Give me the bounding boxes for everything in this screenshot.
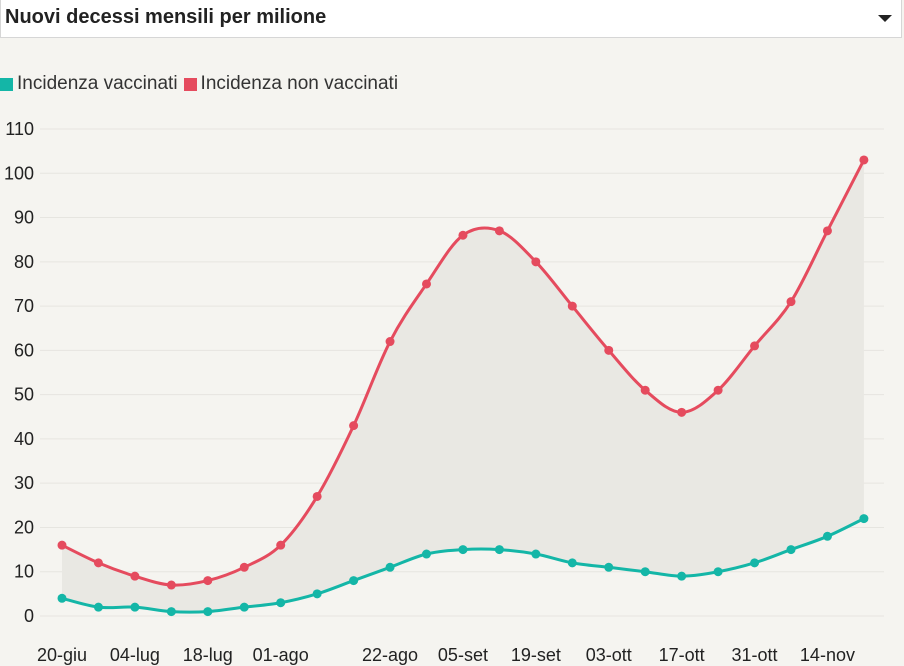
data-point-vaccinati (677, 571, 687, 581)
data-point-vaccinati (567, 558, 577, 568)
x-tick-label: 22-ago (362, 645, 418, 665)
y-tick-label: 30 (14, 473, 34, 493)
data-point-non-vaccinati (57, 540, 67, 550)
data-point-non-vaccinati (859, 155, 869, 165)
x-tick-label: 01-ago (253, 645, 309, 665)
data-point-vaccinati (713, 567, 723, 577)
data-point-non-vaccinati (349, 421, 359, 431)
data-point-vaccinati (786, 545, 796, 555)
legend-label-vaccinati: Incidenza vaccinati (17, 73, 178, 94)
legend-item-non-vaccinati[interactable]: Incidenza non vaccinati (183, 73, 399, 95)
data-point-vaccinati (531, 549, 541, 559)
data-point-vaccinati (349, 576, 359, 586)
data-point-vaccinati (239, 602, 249, 612)
x-tick-label: 17-ott (659, 645, 705, 665)
chart-header: Nuovi decessi mensili per milione (0, 0, 902, 38)
data-point-vaccinati (750, 558, 760, 568)
data-point-non-vaccinati (786, 297, 796, 307)
y-tick-label: 10 (14, 562, 34, 582)
data-point-non-vaccinati (567, 301, 577, 311)
data-point-non-vaccinati (531, 257, 541, 267)
data-point-non-vaccinati (385, 337, 395, 347)
data-point-non-vaccinati (640, 385, 650, 395)
x-tick-label: 04-lug (110, 645, 160, 665)
y-tick-label: 0 (24, 606, 34, 626)
data-point-vaccinati (312, 589, 322, 599)
y-tick-label: 110 (5, 119, 34, 139)
data-point-vaccinati (385, 562, 395, 572)
legend-item-vaccinati[interactable]: Incidenza vaccinati (0, 73, 178, 95)
data-point-vaccinati (130, 602, 140, 612)
chart-legend: Incidenza vaccinati Incidenza non vaccin… (0, 72, 404, 96)
y-tick-label: 70 (14, 296, 34, 316)
x-tick-label: 14-nov (800, 645, 855, 665)
data-point-vaccinati (166, 607, 176, 617)
chart-title: Nuovi decessi mensili per milione (5, 6, 327, 28)
x-tick-label: 05-set (438, 645, 488, 665)
data-point-vaccinati (494, 545, 504, 555)
data-point-non-vaccinati (93, 558, 103, 568)
data-point-vaccinati (57, 593, 67, 603)
data-point-vaccinati (859, 514, 869, 524)
data-point-non-vaccinati (604, 345, 614, 355)
data-point-vaccinati (276, 598, 286, 608)
data-point-vaccinati (203, 607, 213, 617)
y-tick-label: 90 (14, 208, 34, 228)
data-point-non-vaccinati (203, 576, 213, 586)
x-tick-label: 03-ott (586, 645, 632, 665)
data-point-non-vaccinati (713, 385, 723, 395)
data-point-non-vaccinati (822, 226, 832, 236)
x-tick-label: 18-lug (183, 645, 233, 665)
y-tick-label: 80 (14, 252, 34, 272)
y-tick-label: 50 (14, 385, 34, 405)
data-point-vaccinati (604, 562, 614, 572)
data-point-non-vaccinati (130, 571, 140, 581)
y-tick-label: 20 (14, 517, 34, 537)
data-point-non-vaccinati (239, 562, 249, 572)
data-point-non-vaccinati (166, 580, 176, 590)
y-tick-label: 40 (14, 429, 34, 449)
caret-down-icon (878, 15, 892, 22)
legend-label-non-vaccinati: Incidenza non vaccinati (200, 73, 399, 94)
data-point-vaccinati (422, 549, 431, 559)
y-tick-label: 60 (14, 340, 34, 360)
data-point-non-vaccinati (312, 491, 322, 501)
data-point-non-vaccinati (422, 279, 431, 289)
y-tick-label: 100 (4, 163, 34, 183)
x-tick-label: 19-set (511, 645, 561, 665)
dropdown-button[interactable] (871, 0, 899, 38)
x-tick-label: 20-giu (37, 645, 87, 665)
data-point-vaccinati (640, 567, 650, 577)
line-chart: 0 10 20 30 40 50 60 70 80 90 100 110 20-giu 04-lug 18-… (4, 119, 884, 665)
data-point-non-vaccinati (276, 540, 286, 550)
data-point-non-vaccinati (750, 341, 760, 351)
data-point-vaccinati (458, 545, 468, 555)
legend-swatch-non-vaccinati (183, 77, 197, 91)
data-point-non-vaccinati (494, 226, 504, 236)
data-point-non-vaccinati (458, 230, 468, 240)
data-point-non-vaccinati (677, 407, 687, 417)
data-point-vaccinati (93, 602, 103, 612)
legend-swatch-vaccinati (0, 77, 13, 91)
data-point-vaccinati (822, 531, 832, 541)
x-tick-label: 31-ott (732, 645, 778, 665)
range-band (62, 159, 864, 613)
